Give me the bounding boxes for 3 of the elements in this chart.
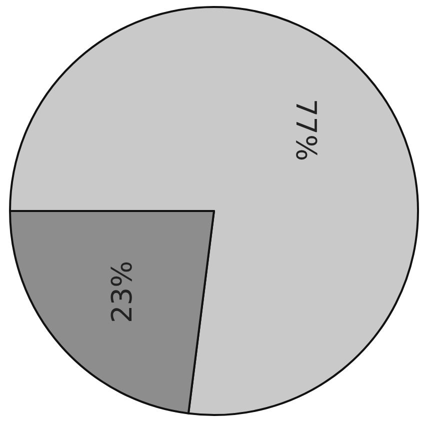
data-label: 77% — [289, 98, 322, 162]
data-label: 23% — [106, 260, 139, 324]
pie-slice — [9, 6, 419, 416]
